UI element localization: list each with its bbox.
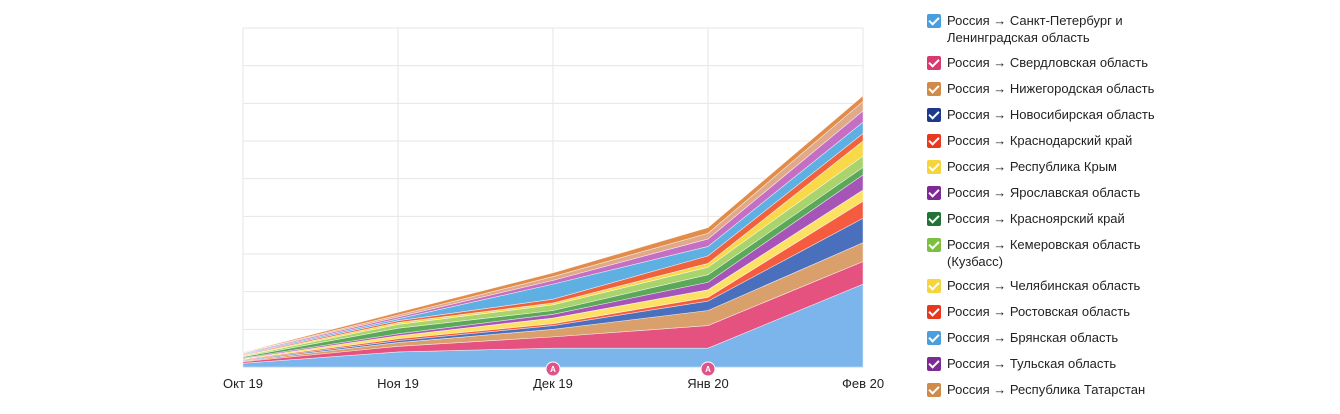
legend-checkbox-icon[interactable] (927, 331, 941, 345)
x-axis: Окт 19 Ноя 19 Дек 19 Янв 20 Фев 20 (223, 376, 884, 391)
x-axis-tick-label: Окт 19 (223, 376, 263, 391)
legend-item[interactable]: Россия → Нижегородская область (927, 80, 1187, 97)
legend-checkbox-icon[interactable] (927, 238, 941, 252)
legend-item-label: Россия → Свердловская область (947, 54, 1148, 71)
legend-item-label-line: (Кузбасс) (947, 254, 1003, 269)
legend-checkbox-icon[interactable] (927, 108, 941, 122)
legend-checkbox-icon[interactable] (927, 14, 941, 28)
legend-item[interactable]: Россия → Ярославская область (927, 184, 1187, 201)
legend-item-label: Россия → Республика Крым (947, 158, 1117, 175)
legend-checkbox-icon[interactable] (927, 160, 941, 174)
x-axis-tick-label: Ноя 19 (377, 376, 419, 391)
legend-item-label: Россия → Нижегородская область (947, 80, 1154, 97)
legend-item[interactable]: Россия → Санкт-Петербург и Ленинградская … (927, 12, 1187, 46)
legend-item-label: Россия → Новосибирская область (947, 106, 1155, 123)
legend-checkbox-icon[interactable] (927, 186, 941, 200)
legend-item-label-line: Россия → Ростовская область (947, 304, 1130, 319)
legend-item-label: Россия → Республика Татарстан (947, 381, 1145, 398)
legend-item[interactable]: Россия → Республика Татарстан (927, 381, 1187, 398)
legend-item-label-line: Россия → Санкт-Петербург и (947, 13, 1123, 28)
legend-item-label-line: Россия → Ярославская область (947, 185, 1141, 200)
legend-item-label-line: Россия → Республика Татарстан (947, 382, 1146, 397)
x-axis-tick-label: Янв 20 (687, 376, 729, 391)
legend-item[interactable]: Россия → Брянская область (927, 329, 1187, 346)
legend-item[interactable]: Россия → Краснодарский край (927, 132, 1187, 149)
legend-checkbox-icon[interactable] (927, 56, 941, 70)
legend-item-label-line: Россия → Свердловская область (947, 55, 1148, 70)
legend-item-label: Россия → Санкт-Петербург и Ленинградская … (947, 12, 1123, 46)
legend-item-label: Россия → Краснодарский край (947, 132, 1132, 149)
legend-item-label: Россия → Брянская область (947, 329, 1118, 346)
legend-item[interactable]: Россия → Красноярский край (927, 210, 1187, 227)
legend-checkbox-icon[interactable] (927, 134, 941, 148)
legend-checkbox-icon[interactable] (927, 279, 941, 293)
legend-checkbox-icon[interactable] (927, 305, 941, 319)
legend-item-label-line: Россия → Новосибирская область (947, 107, 1155, 122)
annotation-marker-label: A (705, 365, 711, 374)
legend-checkbox-icon[interactable] (927, 383, 941, 397)
legend-item-label-line: Россия → Кемеровская область (947, 237, 1141, 252)
legend-checkbox-icon[interactable] (927, 357, 941, 371)
legend-item-label: Россия → Ростовская область (947, 303, 1130, 320)
legend-checkbox-icon[interactable] (927, 82, 941, 96)
legend-checkbox-icon[interactable] (927, 212, 941, 226)
legend-item-label-line: Россия → Челябинская область (947, 278, 1141, 293)
legend-item[interactable]: Россия → Ростовская область (927, 303, 1187, 320)
legend-item-label: Россия → Красноярский край (947, 210, 1125, 227)
annotation-marker (545, 361, 561, 377)
x-axis-tick-label: Дек 19 (533, 376, 573, 391)
chart-areas (242, 95, 864, 368)
legend-item-label-line: Россия → Красноярский край (947, 211, 1125, 226)
annotation-marker-label: A (550, 365, 556, 374)
legend-item-label-line: Россия → Республика Крым (947, 159, 1117, 174)
legend-item[interactable]: Россия → Новосибирская область (927, 106, 1187, 123)
legend-item-label: Россия → Челябинская область (947, 277, 1140, 294)
x-axis-tick-label: Фев 20 (842, 376, 884, 391)
legend-item-label: Россия → Тульская область (947, 355, 1116, 372)
legend-item-label-line: Россия → Краснодарский край (947, 133, 1133, 148)
legend-item-label-line: Ленинградская область (947, 30, 1090, 45)
legend-item-label-line: Россия → Тульская область (947, 356, 1117, 371)
legend-item-label: Россия → Ярославская область (947, 184, 1140, 201)
legend-item[interactable]: Россия → Челябинская область (927, 277, 1187, 294)
legend-item-label-line: Россия → Брянская область (947, 330, 1119, 345)
legend-item[interactable]: Россия → Кемеровская область (Кузбасс) (927, 236, 1187, 270)
area-series (242, 95, 864, 354)
legend-item[interactable]: Россия → Свердловская область (927, 54, 1187, 71)
annotation-marker (700, 361, 716, 377)
legend-item[interactable]: Россия → Тульская область (927, 355, 1187, 372)
legend-item-label: Россия → Кемеровская область (Кузбасс) (947, 236, 1141, 270)
legend-item-label-line: Россия → Нижегородская область (947, 81, 1155, 96)
legend-item[interactable]: Россия → Республика Крым (927, 158, 1187, 175)
